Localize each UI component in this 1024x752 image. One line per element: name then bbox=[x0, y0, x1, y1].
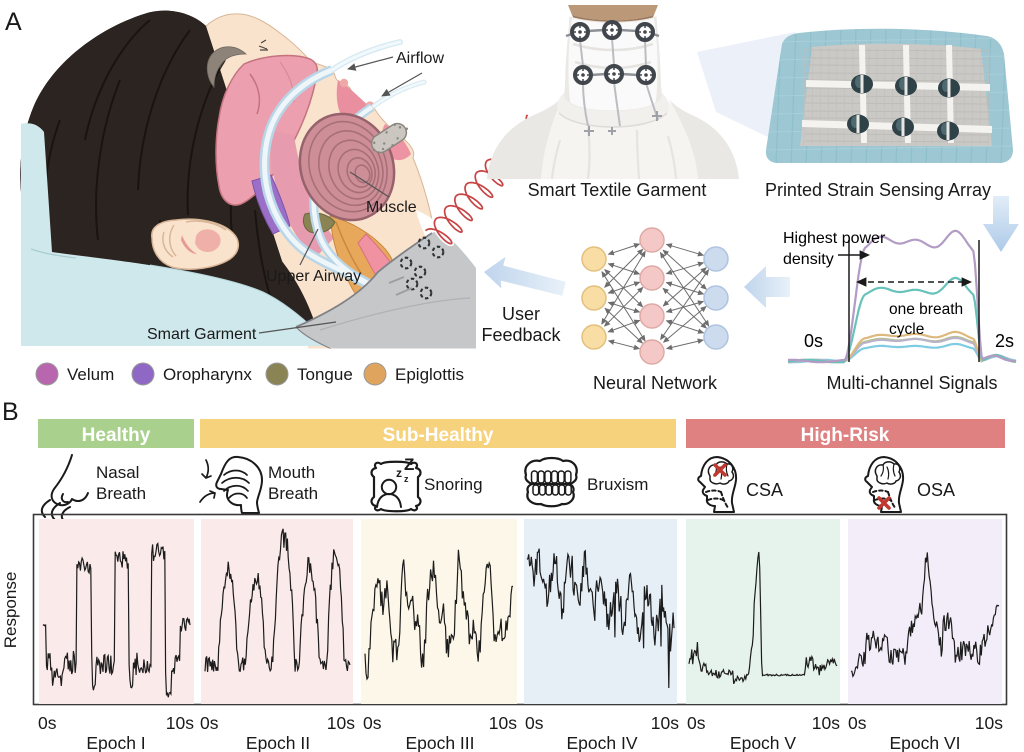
svg-text:OSA: OSA bbox=[917, 480, 955, 500]
svg-text:density: density bbox=[783, 251, 834, 268]
svg-text:2s: 2s bbox=[995, 331, 1014, 351]
svg-text:0s: 0s bbox=[38, 713, 57, 733]
svg-text:Neural Network: Neural Network bbox=[593, 373, 718, 393]
svg-text:Breath: Breath bbox=[96, 484, 146, 503]
svg-text:Airflow: Airflow bbox=[396, 50, 444, 67]
svg-text:Tongue: Tongue bbox=[297, 365, 353, 384]
svg-text:10s: 10s bbox=[975, 713, 1003, 733]
svg-text:Feedback: Feedback bbox=[481, 325, 561, 345]
svg-text:0s: 0s bbox=[525, 713, 544, 733]
svg-text:Oropharynx: Oropharynx bbox=[163, 365, 252, 384]
svg-text:Breath: Breath bbox=[268, 484, 318, 503]
svg-text:z: z bbox=[396, 466, 402, 480]
svg-text:Epoch III: Epoch III bbox=[405, 733, 474, 752]
svg-text:User: User bbox=[502, 304, 540, 324]
svg-text:Nasal: Nasal bbox=[96, 463, 139, 482]
svg-text:Bruxism: Bruxism bbox=[587, 475, 648, 494]
svg-text:Epiglottis: Epiglottis bbox=[395, 365, 464, 384]
svg-text:0s: 0s bbox=[687, 713, 706, 733]
svg-text:0s: 0s bbox=[363, 713, 382, 733]
svg-text:Healthy: Healthy bbox=[82, 425, 151, 446]
svg-text:CSA: CSA bbox=[746, 480, 783, 500]
svg-text:Sub-Healthy: Sub-Healthy bbox=[383, 425, 494, 446]
svg-text:Smart Textile Garment: Smart Textile Garment bbox=[528, 180, 707, 200]
svg-text:Snoring: Snoring bbox=[424, 475, 483, 494]
svg-text:Printed Strain Sensing Array: Printed Strain Sensing Array bbox=[765, 180, 991, 200]
svg-text:10s: 10s bbox=[166, 713, 194, 733]
svg-text:0s: 0s bbox=[804, 331, 823, 351]
svg-text:Epoch VI: Epoch VI bbox=[889, 733, 960, 752]
svg-text:Upper Airway: Upper Airway bbox=[266, 268, 361, 285]
svg-text:Response: Response bbox=[1, 572, 20, 649]
svg-text:Highest power: Highest power bbox=[783, 230, 886, 247]
svg-text:10s: 10s bbox=[812, 713, 840, 733]
svg-text:A: A bbox=[5, 8, 22, 36]
svg-text:z: z bbox=[404, 474, 409, 484]
svg-text:Epoch II: Epoch II bbox=[246, 733, 310, 752]
svg-text:Epoch I: Epoch I bbox=[86, 733, 145, 752]
svg-text:Multi-channel Signals: Multi-channel Signals bbox=[826, 373, 997, 393]
svg-text:Mouth: Mouth bbox=[268, 463, 315, 482]
svg-text:one breath: one breath bbox=[889, 301, 963, 318]
svg-text:B: B bbox=[2, 398, 19, 426]
svg-text:Muscle: Muscle bbox=[366, 199, 417, 216]
svg-text:Epoch IV: Epoch IV bbox=[566, 733, 637, 752]
svg-text:0s: 0s bbox=[848, 713, 867, 733]
svg-text:High-Risk: High-Risk bbox=[801, 425, 890, 446]
svg-text:10s: 10s bbox=[327, 713, 355, 733]
svg-text:Z: Z bbox=[404, 455, 414, 474]
svg-text:0s: 0s bbox=[200, 713, 219, 733]
svg-text:Velum: Velum bbox=[67, 365, 114, 384]
svg-text:Epoch V: Epoch V bbox=[730, 733, 796, 752]
svg-text:10s: 10s bbox=[651, 713, 679, 733]
svg-text:cycle: cycle bbox=[889, 321, 924, 338]
svg-text:Smart Garment: Smart Garment bbox=[147, 326, 257, 343]
svg-text:10s: 10s bbox=[489, 713, 517, 733]
